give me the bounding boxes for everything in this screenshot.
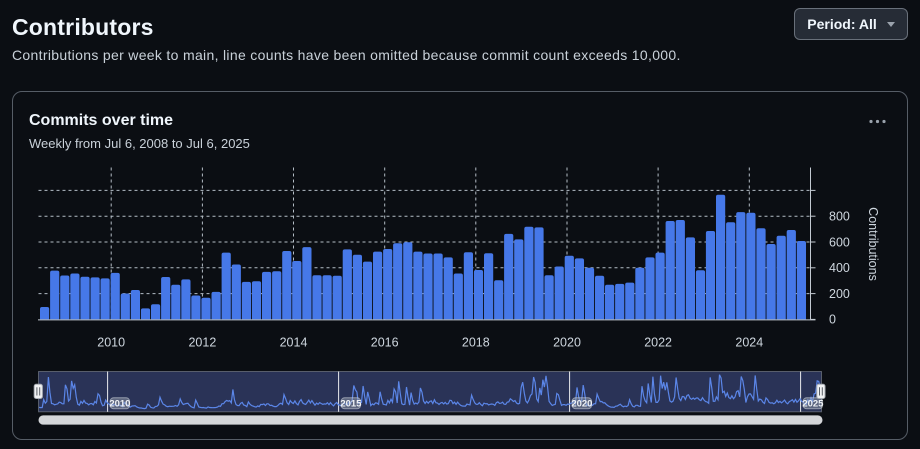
svg-text:2015: 2015 [340,399,362,410]
svg-text:0: 0 [829,313,836,327]
svg-text:200: 200 [829,287,850,301]
svg-text:2016: 2016 [371,336,399,350]
svg-text:2024: 2024 [735,336,763,350]
svg-text:2025: 2025 [802,399,824,410]
svg-text:2010: 2010 [109,399,130,410]
svg-text:2022: 2022 [644,336,672,350]
svg-text:2012: 2012 [188,336,216,350]
svg-text:2020: 2020 [571,399,592,410]
svg-text:2020: 2020 [553,336,581,350]
svg-text:Contributions: Contributions [866,207,880,281]
svg-text:600: 600 [829,235,850,249]
svg-text:2018: 2018 [462,336,490,350]
svg-text:2014: 2014 [280,336,308,350]
svg-text:2010: 2010 [97,336,125,350]
svg-text:400: 400 [829,261,850,275]
svg-text:800: 800 [829,210,850,224]
